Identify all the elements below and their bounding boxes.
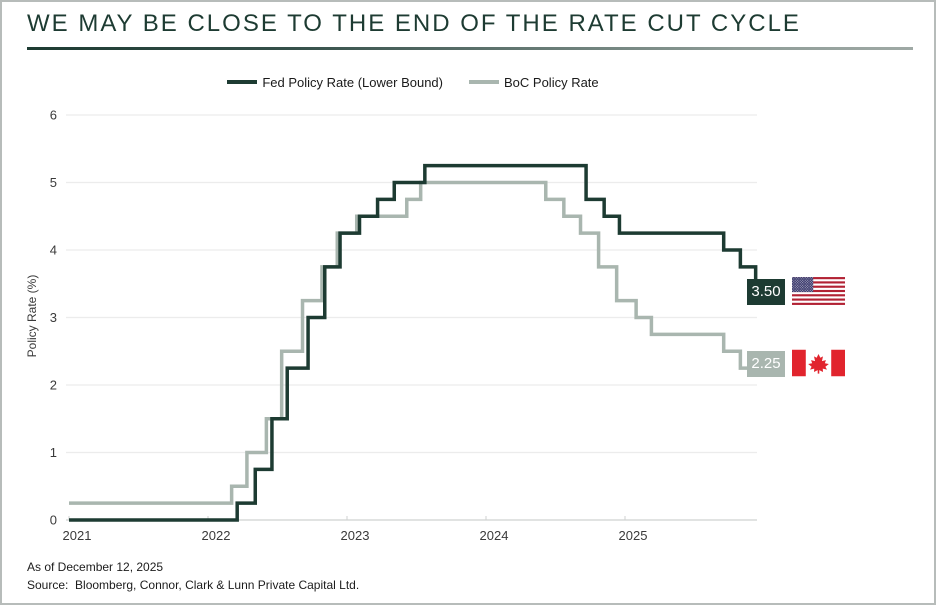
y-tick-label: 1 xyxy=(50,445,57,460)
y-axis-title: Policy Rate (%) xyxy=(25,274,39,358)
legend-item-boc: BoC Policy Rate xyxy=(469,75,599,90)
legend-item-fed: Fed Policy Rate (Lower Bound) xyxy=(227,75,443,90)
x-tick-label: 2023 xyxy=(341,528,370,543)
us-flag-icon xyxy=(792,277,845,305)
footnote-source: Source: Bloomberg, Connor, Clark & Lunn … xyxy=(27,578,360,592)
series-line-fed xyxy=(69,163,760,522)
y-tick-label: 6 xyxy=(50,108,57,123)
y-tick-label: 4 xyxy=(50,243,57,258)
footnote: As of December 12, 2025 Source: Bloomber… xyxy=(27,558,359,594)
y-tick-label: 0 xyxy=(50,513,57,528)
y-tick-label: 5 xyxy=(50,175,57,190)
title-divider-rule xyxy=(27,47,913,50)
boc-rate-callout-badge: 2.25 xyxy=(747,351,785,377)
x-tick-label: 2024 xyxy=(480,528,509,543)
page-title: WE MAY BE CLOSE TO THE END OF THE RATE C… xyxy=(27,10,801,37)
fed-line-swatch-icon xyxy=(227,80,258,84)
x-tick-label: 2025 xyxy=(619,528,648,543)
x-tick-label: 2021 xyxy=(63,528,92,543)
series-line-boc xyxy=(69,180,760,505)
legend-label-fed: Fed Policy Rate (Lower Bound) xyxy=(262,74,443,90)
x-tick-label: 2022 xyxy=(202,528,231,543)
y-tick-label: 3 xyxy=(50,310,57,325)
y-tick-label: 2 xyxy=(50,378,57,393)
chart-legend: Fed Policy Rate (Lower Bound) BoC Policy… xyxy=(69,73,757,91)
legend-label-boc: BoC Policy Rate xyxy=(504,74,599,90)
boc-line-swatch-icon xyxy=(469,80,499,84)
canada-flag-icon xyxy=(792,349,845,377)
footnote-asof: As of December 12, 2025 xyxy=(27,560,164,574)
fed-rate-callout-badge: 3.50 xyxy=(747,279,785,305)
